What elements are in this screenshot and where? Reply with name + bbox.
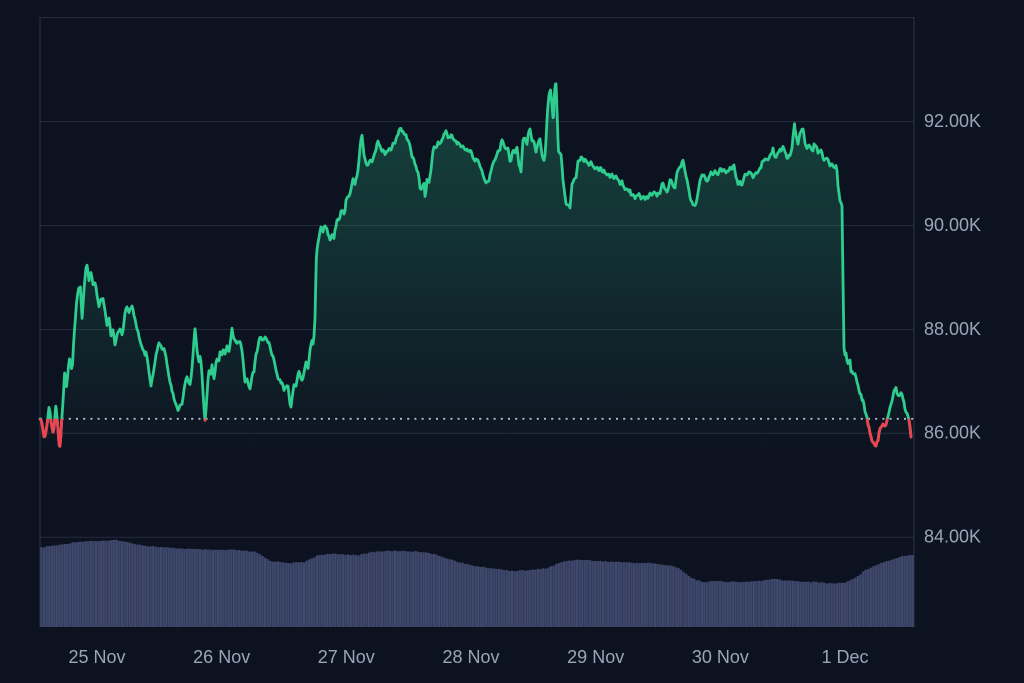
- svg-text:84.00K: 84.00K: [924, 527, 981, 547]
- svg-text:92.00K: 92.00K: [924, 111, 981, 131]
- svg-text:90.00K: 90.00K: [924, 215, 981, 235]
- svg-text:29 Nov: 29 Nov: [567, 647, 624, 667]
- svg-text:26 Nov: 26 Nov: [193, 647, 250, 667]
- svg-text:1 Dec: 1 Dec: [821, 647, 868, 667]
- svg-text:27 Nov: 27 Nov: [318, 647, 375, 667]
- svg-text:86.00K: 86.00K: [924, 423, 981, 443]
- svg-text:88.00K: 88.00K: [924, 319, 981, 339]
- svg-text:30 Nov: 30 Nov: [692, 647, 749, 667]
- svg-text:25 Nov: 25 Nov: [68, 647, 125, 667]
- svg-text:28 Nov: 28 Nov: [442, 647, 499, 667]
